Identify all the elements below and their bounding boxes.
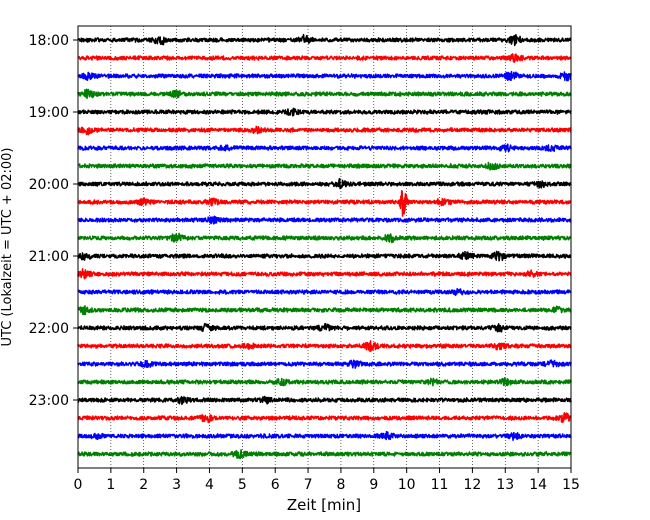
trace-line xyxy=(77,395,572,406)
trace-line xyxy=(77,305,572,316)
trace-line xyxy=(77,359,572,369)
trace-line xyxy=(77,287,572,297)
x-tick-label: 11 xyxy=(431,477,449,493)
trace-line xyxy=(77,250,572,262)
y-axis-label: UTC (Lokalzeit = UTC + 02:00) xyxy=(0,148,15,347)
trace-line xyxy=(77,33,572,47)
trace-line xyxy=(77,268,572,280)
x-tick-label: 7 xyxy=(304,477,313,493)
x-tick-label: 4 xyxy=(205,477,214,493)
y-tick-label: 21:00 xyxy=(29,249,69,265)
trace-line xyxy=(77,340,572,353)
seismogram-traces xyxy=(77,33,572,460)
trace-line xyxy=(77,322,572,333)
trace-line xyxy=(77,449,572,460)
x-tick-label: 5 xyxy=(238,477,247,493)
trace-line xyxy=(77,377,572,387)
trace-line xyxy=(77,177,572,190)
y-tick-label: 18:00 xyxy=(29,33,69,49)
x-tick-label: 2 xyxy=(139,477,148,493)
trace-line xyxy=(77,232,572,244)
y-tick-label: 20:00 xyxy=(29,177,69,193)
trace-line xyxy=(77,107,572,117)
x-axis: 0 1 2 3 4 5 6 7 8 9 10 11 12 13 14 15 xyxy=(74,468,580,493)
trace-line xyxy=(77,430,572,441)
x-axis-label: Zeit [min] xyxy=(287,496,361,514)
x-tick-label: 12 xyxy=(463,477,481,493)
x-tick-label: 9 xyxy=(369,477,378,493)
x-tick-label: 10 xyxy=(398,477,416,493)
trace-line xyxy=(77,70,572,82)
x-tick-label: 15 xyxy=(562,477,580,493)
y-tick-label: 23:00 xyxy=(29,393,69,409)
y-tick-label: 22:00 xyxy=(29,321,69,337)
x-tick-label: 13 xyxy=(496,477,514,493)
y-tick-label: 19:00 xyxy=(29,105,69,121)
x-tick-label: 1 xyxy=(106,477,115,493)
x-tick-label: 6 xyxy=(271,477,280,493)
trace-line xyxy=(77,125,572,136)
trace-line xyxy=(77,161,572,171)
plot-frame xyxy=(77,25,572,469)
x-tick-label: 0 xyxy=(74,477,83,493)
trace-line xyxy=(77,143,572,153)
x-tick-label: 3 xyxy=(172,477,181,493)
trace-line xyxy=(77,412,572,424)
x-tick-label: 8 xyxy=(336,477,345,493)
trace-line xyxy=(77,53,572,63)
y-axis: 18:00 19:00 20:00 21:00 22:00 23:00 xyxy=(29,33,78,409)
trace-line xyxy=(77,88,572,100)
x-tick-label: 14 xyxy=(529,477,547,493)
trace-line xyxy=(77,190,572,217)
trace-line xyxy=(77,215,572,225)
